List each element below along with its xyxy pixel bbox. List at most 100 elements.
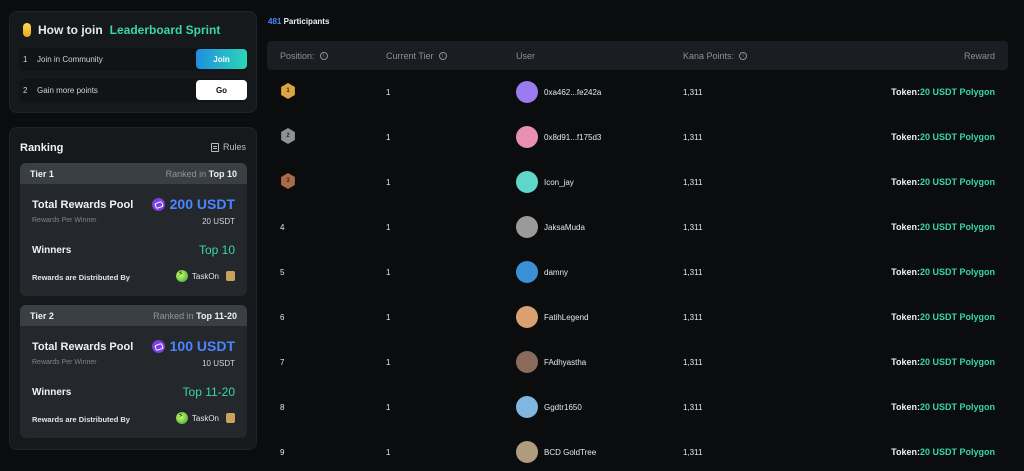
points-cell: 1,311: [683, 403, 703, 412]
tier-header: Tier 2 Ranked in Top 11-20: [20, 305, 247, 326]
step-row-bg: [19, 79, 247, 102]
winners-label: Winners: [32, 387, 72, 398]
info-icon[interactable]: i: [739, 52, 748, 60]
distributor[interactable]: TaskOn: [175, 269, 235, 282]
points-cell: 1,311: [683, 223, 703, 232]
how-to-join-title-prefix: How to join: [38, 23, 103, 37]
table-row[interactable]: 2 1 0x8d91...f175d3 1,311 Token:20 USDT Poly…: [267, 115, 1008, 160]
avatar[interactable]: [516, 171, 538, 193]
rank-position: 4: [280, 223, 285, 232]
avatar[interactable]: [516, 306, 538, 328]
avatar[interactable]: [516, 126, 538, 148]
table-row[interactable]: 7 1 FAdhyastha 1,311 Token:20 USDT Polygon: [267, 340, 1008, 385]
taskon-icon: [175, 411, 188, 424]
reward-cell: Token:20 USDT Polygon: [891, 87, 995, 97]
user-name[interactable]: 0x8d91...f175d3: [544, 133, 602, 142]
rank-position: 9: [280, 448, 285, 457]
step-join-community: 1 Join in Community Join: [19, 48, 247, 71]
step-number: 2: [23, 86, 28, 95]
ranked-prefix: Ranked in: [165, 168, 207, 179]
avatar[interactable]: [516, 261, 538, 283]
distributor[interactable]: TaskOn: [175, 411, 235, 424]
header-position-label: Position:: [280, 51, 315, 61]
how-to-join-title: How to join Leaderboard Sprint: [23, 23, 220, 37]
avatar[interactable]: [516, 396, 538, 418]
ranking-card: Ranking Rules Tier 1 Ranked in Top 10 To…: [9, 127, 257, 450]
tier-cell: 1: [386, 223, 391, 232]
rank-medal-icon: 1: [281, 83, 295, 99]
per-winner-label: Rewards Per Winner: [32, 359, 97, 366]
user-name[interactable]: 0xa462...fe242a: [544, 88, 602, 97]
table-row[interactable]: 8 1 Ggdtr1650 1,311 Token:20 USDT Polygon: [267, 385, 1008, 430]
avatar[interactable]: [516, 441, 538, 463]
table-row[interactable]: 6 1 FatihLegend 1,311 Token:20 USDT Polygon: [267, 295, 1008, 340]
avatar[interactable]: [516, 351, 538, 373]
user-name[interactable]: Ggdtr1650: [544, 403, 582, 412]
rules-label: Rules: [222, 142, 246, 152]
table-row[interactable]: 4 1 JaksaMuda 1,311 Token:20 USDT Polygon: [267, 205, 1008, 250]
reward-prefix: Token:: [891, 447, 920, 457]
reward-cell: Token:20 USDT Polygon: [891, 447, 995, 457]
rank-position: 6: [280, 313, 285, 322]
header-points[interactable]: Kana Points: i: [683, 51, 748, 61]
user-name[interactable]: FatihLegend: [544, 313, 589, 322]
reward-prefix: Token:: [891, 267, 920, 277]
points-cell: 1,311: [683, 268, 703, 277]
tier-ranked-in: Ranked in Top 11-20: [153, 311, 237, 321]
points-cell: 1,311: [683, 88, 703, 97]
table-row[interactable]: 1 1 0xa462...fe242a 1,311 Token:20 USDT Poly…: [267, 70, 1008, 115]
pool-amount-value: 200 USDT: [169, 196, 235, 212]
rules-link[interactable]: Rules: [210, 142, 246, 152]
per-winner-value: 20 USDT: [202, 217, 235, 226]
reward-value: 20 USDT Polygon: [919, 357, 995, 367]
table-row[interactable]: 9 1 BCD GoldTree 1,311 Token:20 USDT Polygon: [267, 430, 1008, 471]
rank-position: 5: [280, 268, 285, 277]
tier-cell: 1: [386, 268, 391, 277]
ranked-prefix: Ranked in: [153, 310, 194, 321]
tier-1-card: Tier 1 Ranked in Top 10 Total Rewards Po…: [20, 163, 247, 296]
distributed-label: Rewards are Distributed By: [32, 415, 130, 424]
tier-name: Tier 2: [30, 310, 54, 321]
ranked-value: Top 11-20: [196, 310, 237, 321]
reward-prefix: Token:: [891, 177, 920, 187]
pool-label: Total Rewards Pool: [32, 341, 134, 353]
user-name[interactable]: JaksaMuda: [544, 223, 585, 232]
tier-body: Total Rewards Pool Rewards Per Winner 10…: [20, 326, 247, 438]
table-row[interactable]: 5 1 damny 1,311 Token:20 USDT Polygon: [267, 250, 1008, 295]
join-button[interactable]: Join: [196, 49, 247, 69]
coin-icon: [23, 23, 31, 37]
avatar[interactable]: [516, 81, 538, 103]
header-user-label: User: [516, 51, 536, 61]
avatar[interactable]: [516, 216, 538, 238]
reward-prefix: Token:: [891, 312, 920, 322]
step-label: Join in Community: [37, 55, 103, 64]
ranking-title: Ranking: [20, 142, 64, 154]
document-icon: [210, 142, 219, 152]
info-icon[interactable]: i: [319, 52, 328, 60]
user-name[interactable]: FAdhyastha: [544, 358, 587, 367]
winners-value: Top 11-20: [182, 385, 235, 399]
user-name[interactable]: damny: [544, 268, 569, 277]
rank-medal-icon: 2: [281, 128, 295, 144]
rank-position: 2: [286, 133, 290, 139]
step-number: 1: [23, 55, 28, 64]
go-button[interactable]: Go: [196, 80, 247, 100]
reward-prefix: Token:: [891, 402, 920, 412]
tier-ranked-in: Ranked in Top 10: [166, 169, 237, 179]
reward-cell: Token:20 USDT Polygon: [891, 312, 995, 322]
header-tier[interactable]: Current Tier i: [386, 51, 447, 61]
badge-icon: [226, 271, 235, 281]
info-icon[interactable]: i: [438, 52, 447, 60]
reward-value: 20 USDT Polygon: [919, 312, 995, 322]
polygon-icon: [151, 197, 165, 211]
winners-value: Top 10: [198, 243, 235, 257]
table-row[interactable]: 3 1 Icon_jay 1,311 Token:20 USDT Polygon: [267, 160, 1008, 205]
participants-number: 481: [268, 17, 282, 26]
header-position[interactable]: Position: i: [280, 51, 328, 61]
pool-label: Total Rewards Pool: [32, 199, 134, 211]
points-cell: 1,311: [683, 448, 703, 457]
user-name[interactable]: Icon_jay: [544, 178, 574, 187]
user-name[interactable]: BCD GoldTree: [544, 448, 597, 457]
reward-value: 20 USDT Polygon: [919, 267, 995, 277]
points-cell: 1,311: [683, 313, 703, 322]
